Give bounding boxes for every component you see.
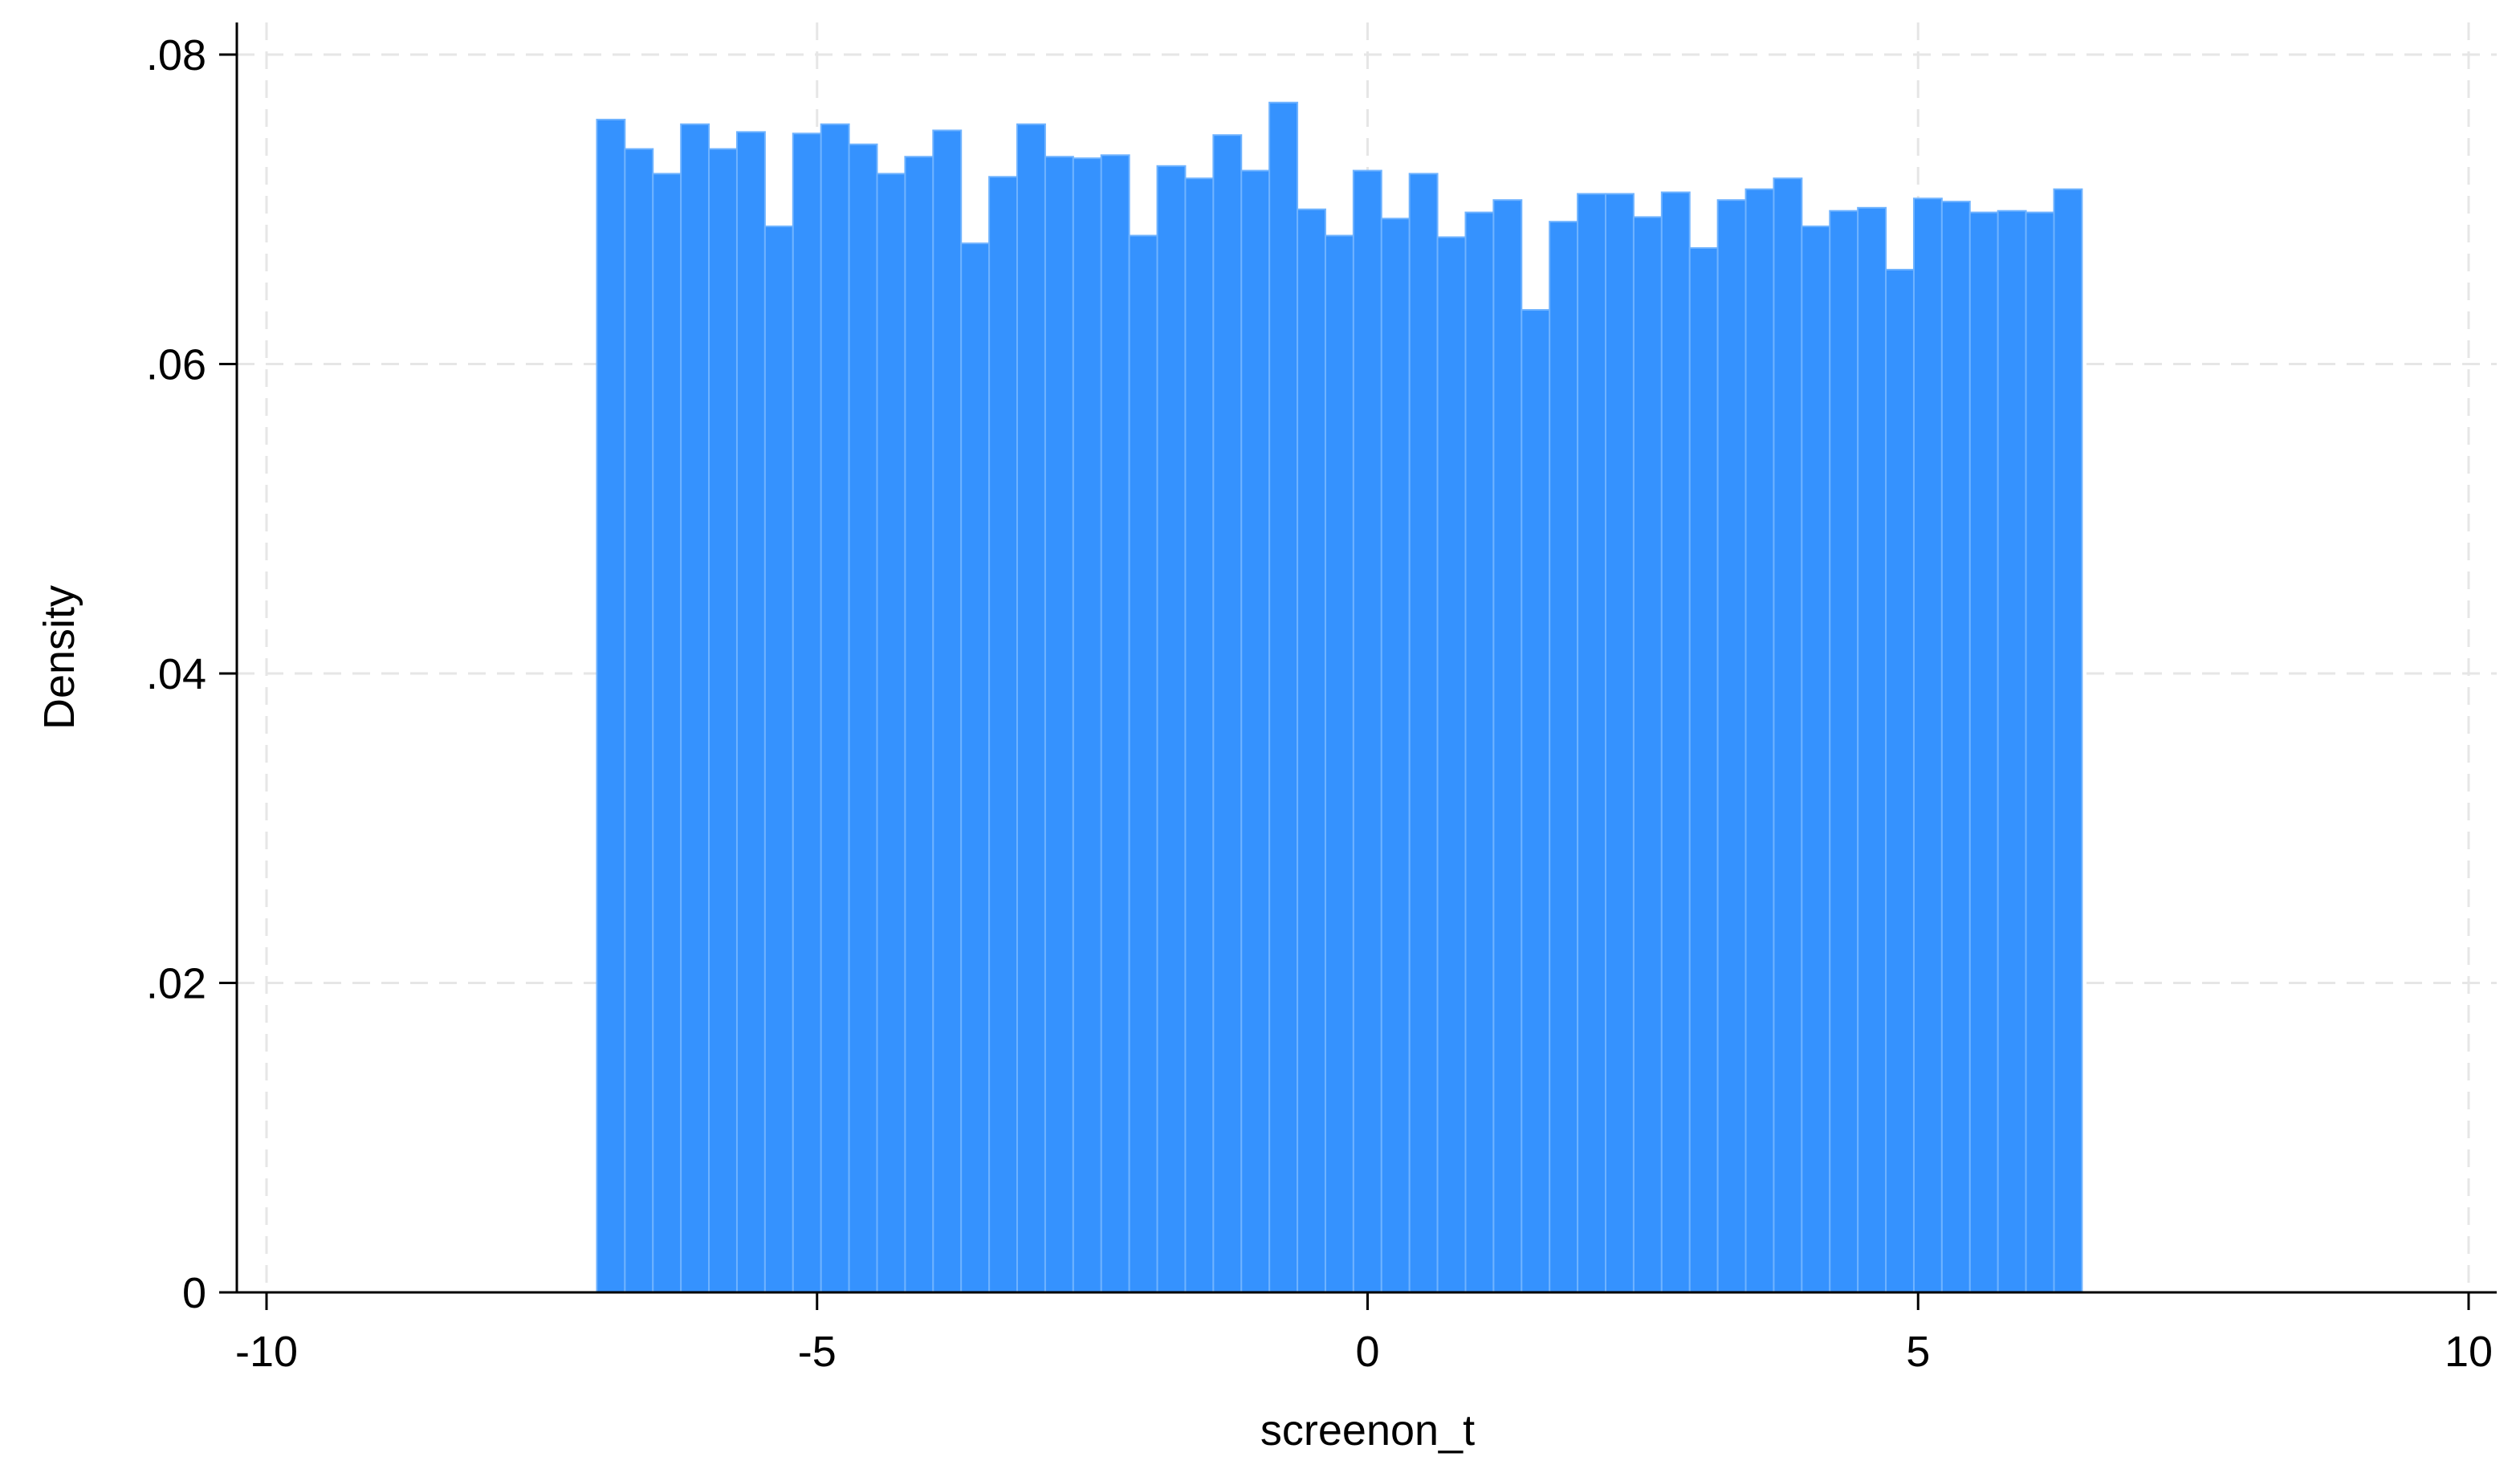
histogram-bar bbox=[1997, 210, 2027, 1293]
histogram-bar bbox=[1716, 199, 1747, 1293]
histogram-bar bbox=[1016, 123, 1046, 1293]
histogram-bar bbox=[1605, 193, 1635, 1294]
histogram-bar bbox=[1184, 177, 1215, 1294]
x-tick-label: 10 bbox=[2445, 1328, 2493, 1376]
y-tick-label: .04 bbox=[146, 650, 206, 698]
histogram-bar bbox=[820, 123, 850, 1293]
histogram-bar bbox=[792, 132, 822, 1294]
histogram-bar bbox=[960, 242, 991, 1293]
histogram-bar bbox=[848, 143, 878, 1293]
histogram-bar bbox=[1549, 221, 1579, 1293]
histogram-bar bbox=[1773, 177, 1803, 1294]
histogram-bar bbox=[1577, 193, 1607, 1294]
x-tick-label: 5 bbox=[1906, 1328, 1930, 1376]
histogram-bar bbox=[1352, 169, 1382, 1293]
histogram-bar bbox=[1128, 234, 1158, 1294]
y-tick-label: 0 bbox=[182, 1269, 206, 1317]
axes bbox=[219, 22, 2497, 1310]
histogram-bar bbox=[1968, 211, 1999, 1294]
histogram-bar bbox=[1324, 234, 1354, 1294]
tick-labels: 0 .02 .04 .06 .08 -10 -5 0 5 10 bbox=[146, 31, 2493, 1376]
x-tick-label: -5 bbox=[798, 1328, 837, 1376]
histogram-bar bbox=[735, 131, 766, 1293]
histogram-bar bbox=[1744, 188, 1775, 1293]
histogram-bar bbox=[1801, 225, 1831, 1293]
histogram-bar bbox=[1940, 201, 1971, 1293]
histogram-bar bbox=[876, 173, 906, 1294]
histogram-bar bbox=[1156, 165, 1187, 1293]
histogram-bars bbox=[596, 101, 2083, 1294]
histogram-bar bbox=[988, 176, 1019, 1294]
histogram-bar bbox=[1044, 156, 1074, 1294]
histogram-bar bbox=[1885, 268, 1915, 1293]
histogram-bar bbox=[1100, 154, 1130, 1294]
histogram-bar bbox=[1408, 173, 1439, 1294]
histogram-bar bbox=[1380, 218, 1411, 1294]
histogram-bar bbox=[680, 123, 710, 1293]
y-tick-label: .06 bbox=[146, 341, 206, 389]
y-tick-label: .02 bbox=[146, 960, 206, 1008]
histogram-bar bbox=[1268, 101, 1299, 1294]
histogram-bar bbox=[904, 156, 934, 1294]
histogram-bar bbox=[624, 148, 654, 1293]
histogram-bar bbox=[1829, 210, 1859, 1293]
histogram-bar bbox=[1660, 191, 1691, 1294]
histogram-bar bbox=[2053, 188, 2083, 1293]
histogram-bar bbox=[1072, 157, 1102, 1294]
histogram-bar bbox=[763, 225, 794, 1293]
histogram-bar bbox=[1912, 197, 1943, 1294]
histogram-bar bbox=[1857, 206, 1887, 1293]
histogram-bar bbox=[1632, 216, 1663, 1294]
x-tick-label: 0 bbox=[1355, 1328, 1379, 1376]
histogram-bar bbox=[932, 129, 963, 1293]
histogram-bar bbox=[1436, 236, 1467, 1294]
histogram-bar bbox=[1464, 211, 1495, 1294]
y-tick-label: .08 bbox=[146, 31, 206, 79]
histogram-bar bbox=[1521, 309, 1551, 1294]
histogram-bar bbox=[1688, 246, 1719, 1293]
histogram-bar bbox=[2025, 211, 2055, 1294]
histogram-bar bbox=[708, 148, 738, 1293]
histogram-bar bbox=[1492, 199, 1523, 1293]
histogram-bar bbox=[1240, 169, 1271, 1293]
histogram-bar bbox=[1212, 134, 1243, 1294]
histogram-bar bbox=[596, 118, 626, 1294]
histogram-bar bbox=[1297, 208, 1326, 1293]
x-axis-title: screenon_t bbox=[1260, 1406, 1475, 1455]
histogram-bar bbox=[652, 173, 682, 1294]
x-tick-label: -10 bbox=[235, 1328, 298, 1376]
y-axis-title: Density bbox=[35, 585, 83, 730]
